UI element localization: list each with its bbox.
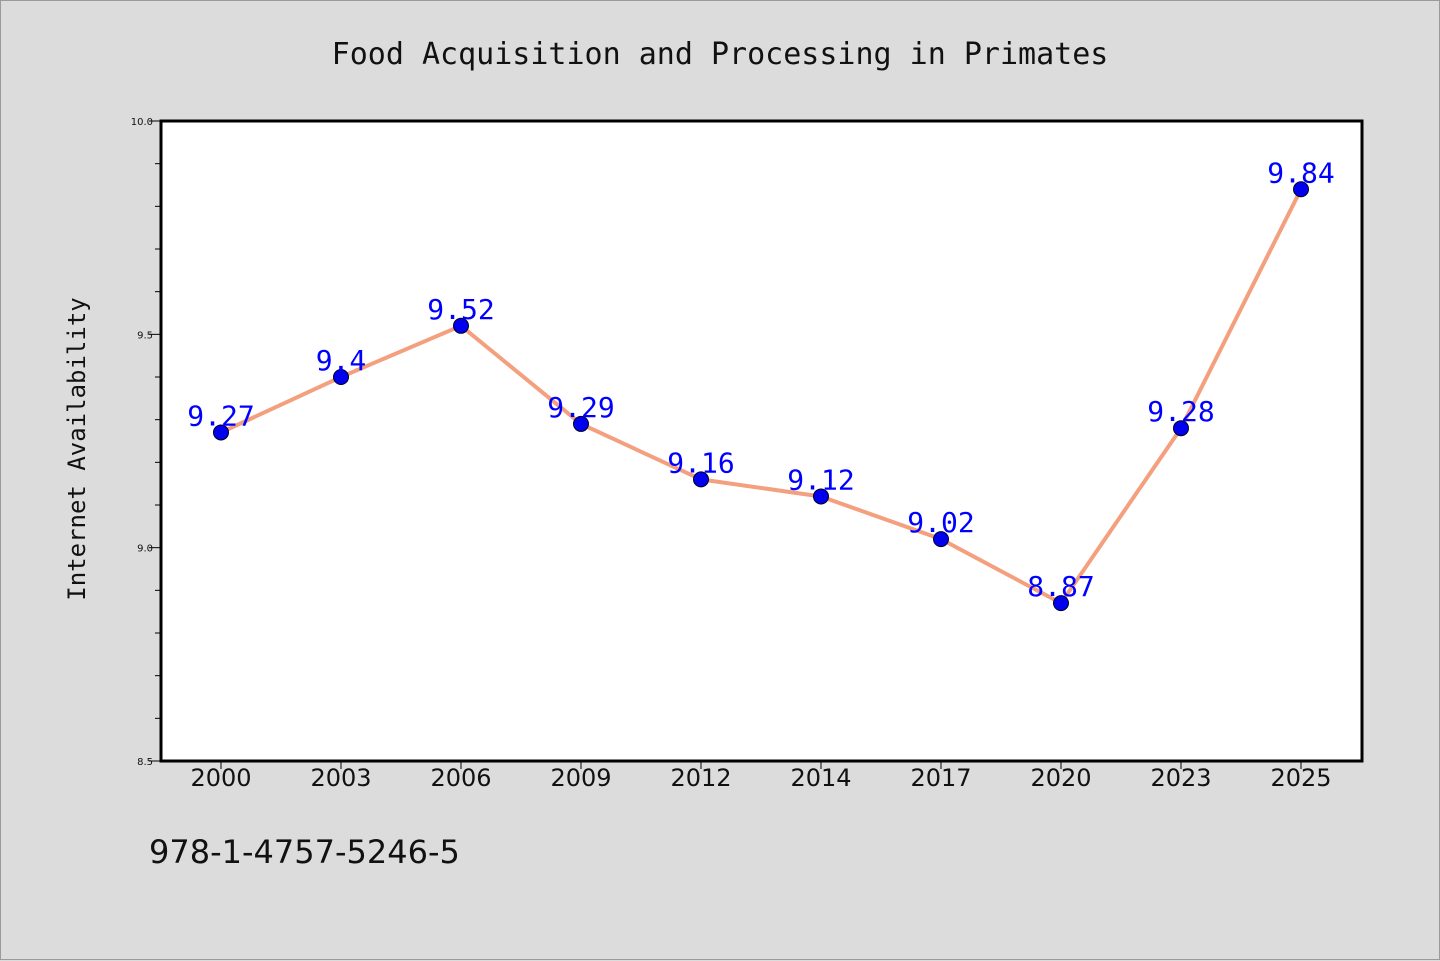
y-axis: 8.5 9.0 9.5 10.0 bbox=[131, 117, 161, 768]
data-point bbox=[813, 488, 829, 505]
y-tick-label: 9.0 bbox=[137, 544, 153, 555]
y-tick-label: 10.0 bbox=[131, 117, 153, 128]
x-tick-label: 2000 bbox=[190, 764, 251, 792]
data-point bbox=[333, 369, 349, 385]
data-label: 9.29 bbox=[547, 391, 614, 424]
isbn-text: 978-1-4757-5246-5 bbox=[149, 833, 460, 871]
data-point bbox=[693, 471, 709, 488]
data-point bbox=[1173, 420, 1189, 437]
x-axis: 2000 2003 2006 2009 2012 2014 2017 2020 2023 2025 bbox=[190, 761, 1332, 792]
x-tick-label: 2003 bbox=[310, 764, 371, 792]
data-point bbox=[573, 415, 589, 432]
series-line bbox=[219, 187, 1303, 606]
chart-title: Food Acquisition and Processing in Prima… bbox=[332, 37, 1109, 72]
data-point bbox=[933, 531, 949, 548]
x-tick-label: 2014 bbox=[790, 764, 851, 792]
data-point bbox=[1053, 595, 1069, 612]
y-tick-label: 8.5 bbox=[137, 757, 153, 768]
data-label: 9.28 bbox=[1147, 395, 1214, 428]
x-tick-label: 2009 bbox=[550, 764, 611, 792]
series-layer: 9.27 9.4 9.52 9.29 9.16 9.12 9.02 8.87 9.28 9.84 bbox=[187, 156, 1335, 612]
plot-area bbox=[159, 119, 1364, 763]
x-tick-label: 2025 bbox=[1270, 764, 1331, 792]
data-label: 9.16 bbox=[667, 446, 734, 479]
data-label: 9.84 bbox=[1267, 156, 1334, 189]
data-point bbox=[453, 317, 469, 334]
data-label: 9.52 bbox=[427, 293, 494, 326]
x-tick-label: 2023 bbox=[1150, 764, 1211, 792]
x-tick-label: 2012 bbox=[670, 764, 731, 792]
y-axis-label: Internet Availability bbox=[63, 297, 91, 600]
data-label: 8.87 bbox=[1027, 570, 1094, 603]
x-tick-label: 2017 bbox=[910, 764, 971, 792]
y-tick-label: 9.5 bbox=[137, 330, 153, 341]
data-label: 9.12 bbox=[787, 463, 854, 496]
x-tick-label: 2020 bbox=[1030, 764, 1091, 792]
x-tick-label: 2006 bbox=[430, 764, 491, 792]
data-point bbox=[213, 424, 229, 441]
data-label: 9.4 bbox=[316, 344, 367, 377]
data-label: 9.02 bbox=[907, 506, 974, 539]
data-point bbox=[1293, 181, 1309, 198]
data-label: 9.27 bbox=[187, 399, 254, 432]
